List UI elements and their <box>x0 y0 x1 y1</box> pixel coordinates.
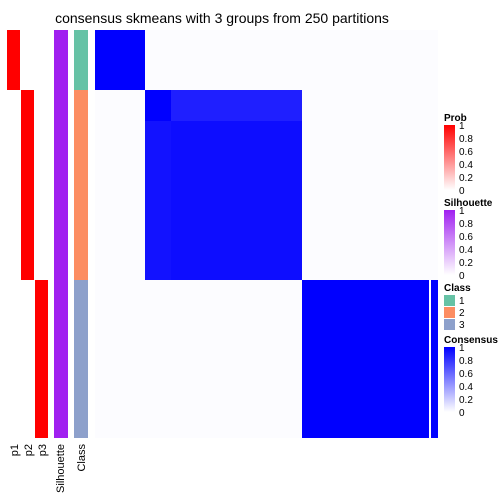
column-label-p3: p3 <box>37 444 49 456</box>
legend-consensus-tick: 0 <box>459 408 465 419</box>
legend-consensus-tick: 0.4 <box>459 382 473 393</box>
consensus-gap-line <box>429 280 431 438</box>
legend-class-swatch-3 <box>444 319 455 330</box>
column-label-p2: p2 <box>23 444 35 456</box>
annotation-cell-p2-group-2 <box>21 90 34 280</box>
legend-consensus-tick: 0.2 <box>459 395 473 406</box>
annotation-cell-class-group-1 <box>74 30 88 90</box>
chart-title: consensus skmeans with 3 groups from 250… <box>55 10 389 26</box>
consensus-block-group-2 <box>145 90 302 280</box>
annotation-cell-class-group-3 <box>74 280 88 438</box>
column-label-class: Class <box>76 444 88 472</box>
legend-consensus: Consensus 1 0.8 0.6 0.4 0.2 0 <box>444 335 498 419</box>
legend-silhouette-tick: 1 <box>459 206 465 217</box>
column-labels: p1 p2 p3 Silhouette Class <box>9 444 88 493</box>
legend-class: Class 1 2 3 <box>444 283 471 331</box>
legend-class-label: 1 <box>459 296 465 307</box>
legend-consensus-title: Consensus <box>444 335 498 346</box>
annotation-cell-p2-group-1 <box>21 30 34 90</box>
legend-consensus-tick: 1 <box>459 343 465 354</box>
annotation-cell-p1-group-2 <box>7 90 20 280</box>
legend-prob-tick: 0.6 <box>459 147 473 158</box>
consensus-block-group-1 <box>95 30 145 90</box>
annotation-cell-p3-group-1 <box>35 30 48 90</box>
legend-prob-tick: 1 <box>459 121 465 132</box>
consensus-sub-band <box>145 90 171 280</box>
legend-prob: Prob 1 0.8 0.6 0.4 0.2 0 <box>444 113 473 197</box>
legend-class-title: Class <box>444 283 471 294</box>
annotation-cell-p1-group-3 <box>7 280 20 438</box>
annotation-cell-silhouette-group-1 <box>54 30 68 90</box>
legend-consensus-colorbar <box>444 347 455 412</box>
consensus-sub-band <box>145 90 302 121</box>
column-label-silhouette: Silhouette <box>55 444 67 493</box>
legend-silhouette-title: Silhouette <box>444 198 493 209</box>
legend-class-label: 2 <box>459 308 465 319</box>
legend-prob-tick: 0.2 <box>459 173 473 184</box>
legend-consensus-tick: 0.6 <box>459 369 473 380</box>
legend-silhouette-tick: 0.6 <box>459 232 473 243</box>
annotation-cell-p1-group-1 <box>7 30 20 90</box>
legend-silhouette-colorbar <box>444 210 455 275</box>
heatmap-cells <box>7 30 438 438</box>
consensus-sub-band <box>145 90 171 121</box>
legend-consensus-tick: 0.8 <box>459 356 473 367</box>
legend-prob-tick: 0.8 <box>459 134 473 145</box>
legend-silhouette-tick: 0.4 <box>459 245 473 256</box>
annotation-cell-silhouette-group-3 <box>54 280 68 438</box>
annotation-cell-p2-group-3 <box>21 280 34 438</box>
column-label-p1: p1 <box>9 444 21 456</box>
legend-class-swatch-2 <box>444 307 455 318</box>
legend-class-label: 3 <box>459 320 465 331</box>
legend-silhouette: Silhouette 1 0.8 0.6 0.4 0.2 0 <box>444 198 493 282</box>
legend-silhouette-tick: 0.8 <box>459 219 473 230</box>
legend-prob-title: Prob <box>444 113 467 124</box>
annotation-cell-class-group-2 <box>74 90 88 280</box>
legend-prob-colorbar <box>444 125 455 190</box>
legend-class-swatch-1 <box>444 295 455 306</box>
legend-prob-tick: 0 <box>459 186 465 197</box>
consensus-block-group-3 <box>302 280 438 438</box>
annotation-cell-silhouette-group-2 <box>54 90 68 280</box>
legend-silhouette-tick: 0 <box>459 271 465 282</box>
annotation-cell-p3-group-2 <box>35 90 48 280</box>
legend-silhouette-tick: 0.2 <box>459 258 473 269</box>
annotation-cell-p3-group-3 <box>35 280 48 438</box>
legend-prob-tick: 0.4 <box>459 160 473 171</box>
